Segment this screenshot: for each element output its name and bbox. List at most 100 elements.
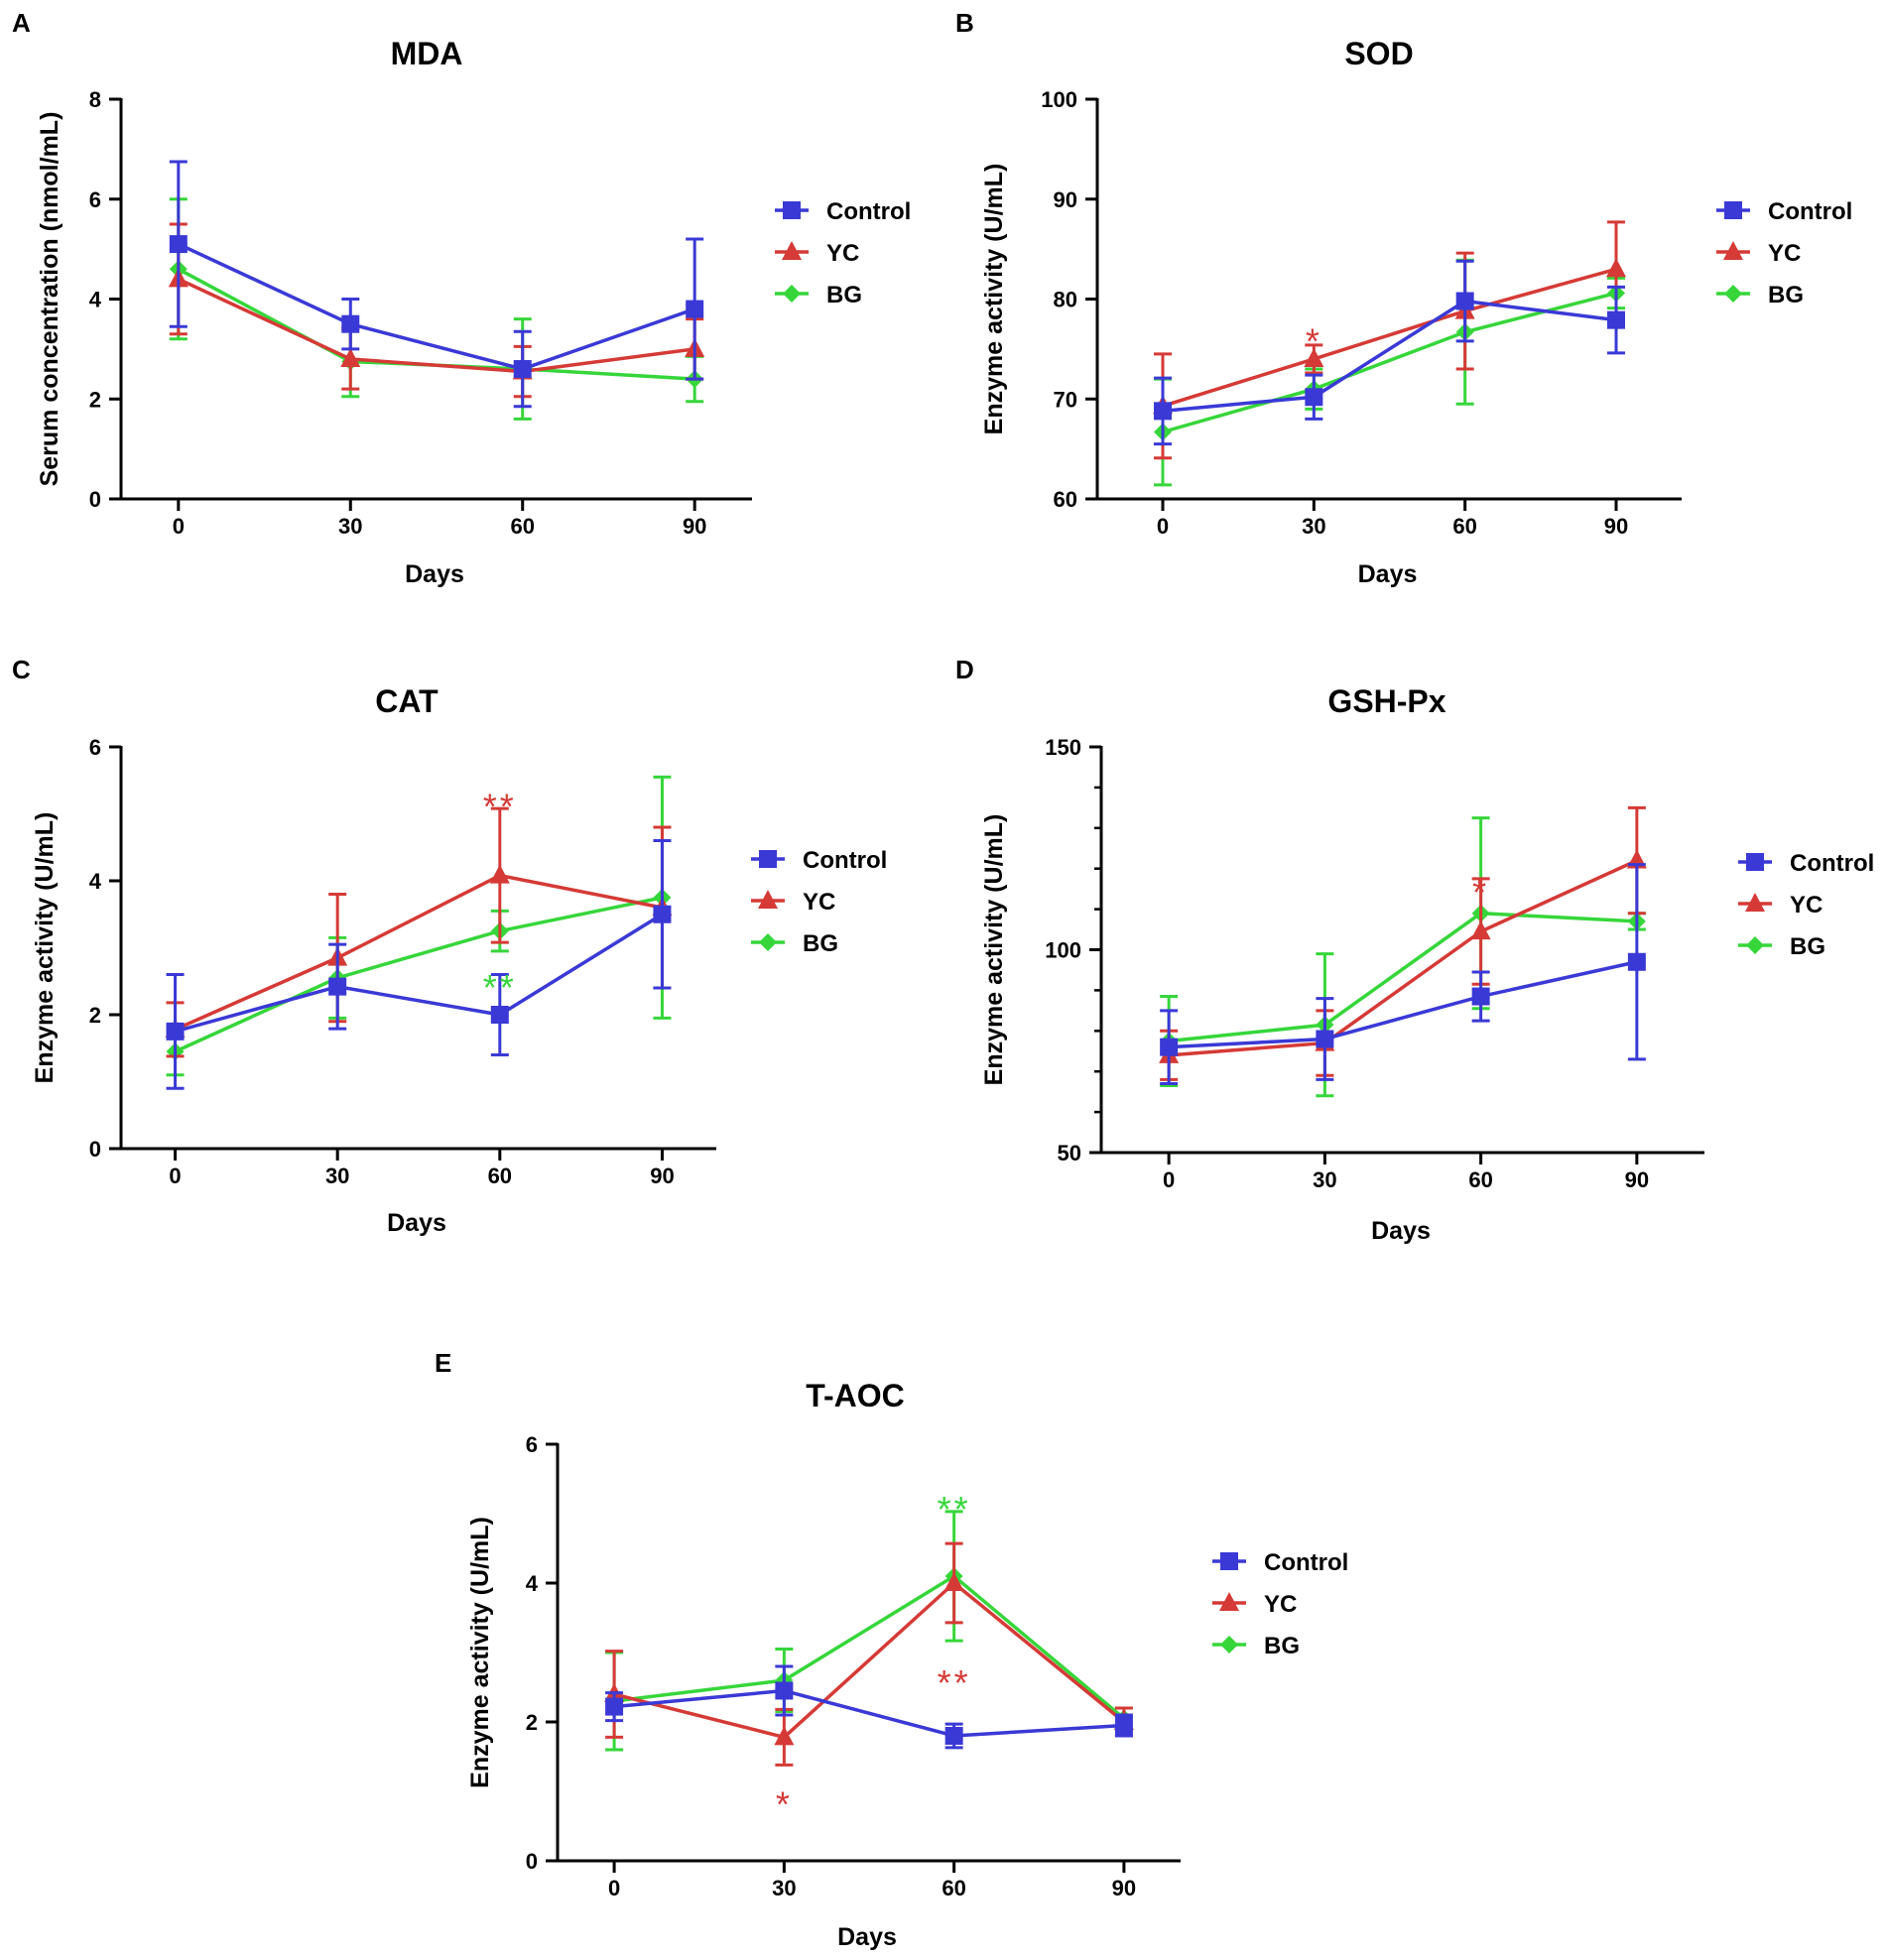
- panel-letter: C: [12, 655, 31, 684]
- data-point-control: [1154, 402, 1173, 421]
- series-line-bg: [613, 1573, 1126, 1720]
- data-point-yc: [1304, 347, 1324, 367]
- x-tick-label: 90: [650, 1164, 674, 1188]
- series-line-yc: [613, 1580, 1126, 1740]
- data-point-control: [686, 300, 704, 318]
- chart-title: T-AOC: [806, 1378, 905, 1413]
- data-point-yc: [340, 347, 361, 367]
- x-tick-label: 90: [1625, 1167, 1649, 1192]
- legend-label-control: Control: [1264, 1549, 1348, 1576]
- legend-marker-control: [1220, 1552, 1238, 1570]
- significance-mark: *: [776, 1784, 793, 1825]
- legend-label-bg: BG: [1768, 282, 1804, 308]
- legend-marker-bg: [1746, 936, 1764, 954]
- y-tick-label: 6: [89, 735, 101, 760]
- panel-letter: B: [955, 8, 974, 38]
- data-point-control: [1316, 1030, 1334, 1048]
- data-point-control: [1606, 310, 1625, 329]
- y-axis-label: Serum concentration (nmol/mL): [36, 112, 63, 487]
- x-tick-label: 0: [1157, 514, 1169, 539]
- data-point-control: [1305, 388, 1323, 407]
- x-tick-label: 90: [683, 514, 706, 539]
- x-tick-label: 0: [169, 1164, 181, 1188]
- y-tick-label: 4: [526, 1571, 539, 1596]
- y-tick-label: 6: [526, 1432, 538, 1457]
- legend-label-yc: YC: [1264, 1591, 1297, 1618]
- y-tick-label: 6: [89, 187, 101, 212]
- y-tick-label: 70: [1054, 387, 1077, 412]
- y-tick-label: 2: [526, 1710, 538, 1735]
- legend-marker-control: [1724, 201, 1742, 219]
- significance-mark: **: [483, 787, 517, 827]
- legend-label-bg: BG: [1790, 933, 1825, 960]
- data-point-yc: [943, 1572, 964, 1591]
- legend-label-yc: YC: [826, 240, 859, 267]
- y-axis-label: Enzyme activity (U/mL): [980, 164, 1008, 435]
- significance-mark: **: [483, 967, 517, 1008]
- y-tick-label: 4: [89, 288, 102, 312]
- legend-marker-yc: [1723, 241, 1743, 260]
- y-tick-label: 100: [1045, 938, 1081, 963]
- x-tick-label: 0: [1163, 1167, 1175, 1192]
- y-tick-label: 90: [1054, 187, 1077, 212]
- legend-label-yc: YC: [803, 889, 835, 916]
- x-tick-label: 60: [488, 1164, 512, 1188]
- data-point-control: [775, 1681, 794, 1700]
- chart-title: GSH-Px: [1327, 683, 1446, 719]
- y-tick-label: 100: [1041, 87, 1077, 112]
- series-yc: [604, 1541, 1134, 1767]
- x-tick-label: 30: [772, 1876, 796, 1900]
- legend-marker-bg: [783, 285, 801, 303]
- x-axis-label: Days: [405, 560, 464, 588]
- chart-title: MDA: [391, 36, 463, 71]
- series-yc: [168, 222, 705, 399]
- x-tick-label: 60: [942, 1876, 965, 1900]
- chart-title: SOD: [1344, 36, 1413, 71]
- legend-label-yc: YC: [1768, 240, 1801, 267]
- legend: Control YC BG: [1738, 850, 1874, 960]
- series-bg: [169, 197, 704, 421]
- x-tick-label: 30: [1302, 514, 1325, 539]
- legend-label-bg: BG: [803, 930, 838, 957]
- series-line-control: [1162, 299, 1617, 414]
- y-tick-label: 2: [89, 1003, 101, 1028]
- legend-marker-yc: [1745, 893, 1765, 912]
- x-tick-label: 30: [338, 514, 362, 539]
- series-line-yc: [1169, 858, 1638, 1057]
- x-tick-label: 0: [608, 1876, 620, 1900]
- series-line-control: [1169, 960, 1638, 1049]
- series-line-control: [178, 242, 695, 371]
- panel-letter: D: [955, 655, 974, 684]
- legend-label-control: Control: [826, 198, 911, 225]
- panel-d: D GSH-Px 50 100 150 0 30 60 90 Days Enzyme activit…: [955, 655, 1874, 1245]
- chart-title: CAT: [375, 683, 439, 719]
- legend-label-control: Control: [1790, 850, 1874, 877]
- y-tick-label: 0: [526, 1849, 538, 1874]
- y-tick-label: 60: [1054, 487, 1077, 512]
- data-point-yc: [489, 864, 510, 884]
- data-point-control: [1627, 952, 1646, 971]
- data-point-control: [1160, 1038, 1179, 1056]
- series-line-bg: [1168, 911, 1637, 1043]
- legend-label-bg: BG: [1264, 1633, 1300, 1659]
- y-tick-label: 0: [89, 1137, 101, 1162]
- y-tick-label: 0: [89, 487, 101, 512]
- data-point-control: [1471, 987, 1490, 1006]
- panel-letter: E: [435, 1348, 451, 1378]
- x-tick-label: 90: [1604, 514, 1628, 539]
- x-tick-label: 90: [1112, 1876, 1136, 1900]
- series-line-bg: [1162, 291, 1617, 434]
- significance-mark: *: [1472, 872, 1489, 913]
- y-tick-label: 8: [89, 87, 101, 112]
- x-axis-label: Days: [387, 1209, 446, 1237]
- y-axis-label: Enzyme activity (U/mL): [466, 1517, 494, 1788]
- series-line-yc: [178, 277, 695, 374]
- y-tick-label: 4: [89, 869, 102, 894]
- significance-mark: *: [1306, 321, 1322, 362]
- series-yc: [1153, 220, 1626, 460]
- series-control: [1154, 259, 1625, 446]
- data-point-control: [169, 235, 188, 254]
- legend-marker-yc: [1219, 1592, 1239, 1611]
